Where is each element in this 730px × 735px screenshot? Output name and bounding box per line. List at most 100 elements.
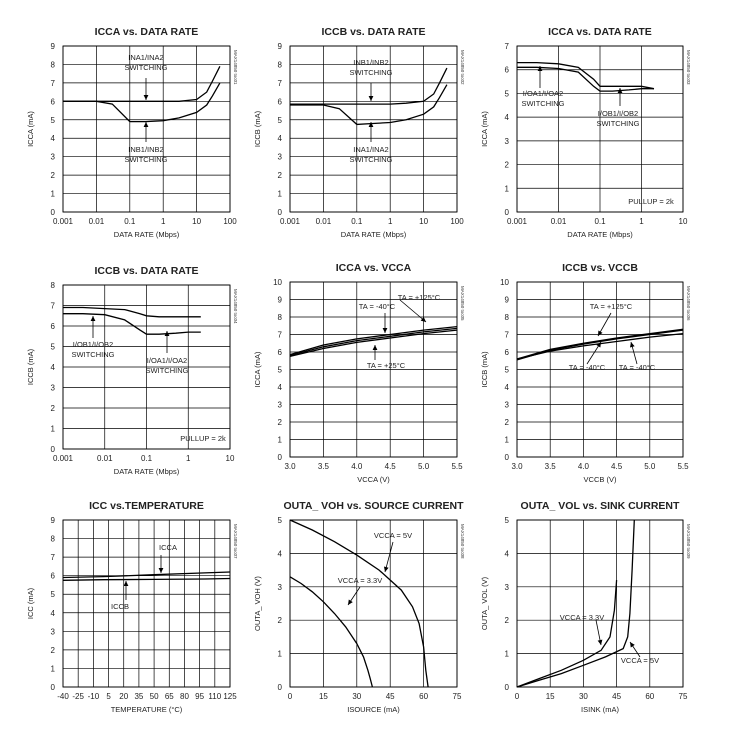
x-tick-label: 0.001 <box>53 217 74 226</box>
y-tick-label: 3 <box>505 401 510 410</box>
y-tick-label: 5 <box>505 366 510 375</box>
x-tick-label: 4.5 <box>385 462 397 471</box>
x-tick-label: 30 <box>579 692 588 701</box>
annotation-label: SWITCHING <box>350 68 393 77</box>
annotation-label: INB1/INB2 <box>353 58 388 67</box>
x-tick-label: 75 <box>679 692 688 701</box>
y-tick-label: 4 <box>278 134 283 143</box>
annotation-arrowhead <box>368 122 374 127</box>
series-line-2 <box>289 329 458 358</box>
x-tick-label: 1 <box>161 217 166 226</box>
y-tick-label: 6 <box>505 66 510 75</box>
annotation-arrowhead <box>596 342 601 348</box>
y-tick-label: 0 <box>505 453 510 462</box>
annotation-label: SWITCHING <box>72 350 115 359</box>
annotation-arrowhead <box>368 96 374 101</box>
y-tick-label: 4 <box>51 609 56 618</box>
chart-title: ICCB vs. DATA RATE <box>321 26 425 38</box>
series-line-1 <box>517 61 655 90</box>
x-tick-label: 0.1 <box>594 217 606 226</box>
plot-frame <box>516 281 684 458</box>
y-tick-label: 6 <box>278 348 283 357</box>
y-axis-label: ICCA (mA) <box>480 111 489 147</box>
y-tick-label: 4 <box>51 363 56 372</box>
x-tick-label: 4.5 <box>611 462 623 471</box>
y-tick-label: 7 <box>278 331 283 340</box>
annotation-label: SWITCHING <box>146 366 189 375</box>
y-tick-label: 1 <box>51 664 56 673</box>
y-tick-label: 8 <box>505 313 510 322</box>
x-tick-label: 10 <box>192 217 201 226</box>
y-tick-label: 7 <box>51 553 56 562</box>
y-tick-label: 7 <box>278 79 283 88</box>
annotation-arrowhead <box>123 581 129 586</box>
annotation-leader <box>384 541 394 573</box>
y-tick-label: 4 <box>278 549 283 558</box>
annotation-label: TA = +25°C <box>367 361 406 370</box>
y-tick-label: 7 <box>505 42 510 51</box>
y-axis-label: OUTA_ VOL (V) <box>480 576 489 630</box>
x-tick-label: 0.01 <box>89 217 105 226</box>
plot-frame <box>516 45 684 213</box>
x-tick-label: 15 <box>319 692 328 701</box>
annotation-arrowhead <box>420 316 426 322</box>
x-tick-label: 4.0 <box>578 462 590 471</box>
x-tick-label: 3.5 <box>318 462 330 471</box>
x-tick-label: 10 <box>419 217 428 226</box>
x-tick-label: 3.0 <box>284 462 296 471</box>
chart-icca-rate: ICCA vs. DATA RATE 0.001 0.01 0.1 1 10 100 0 1 2 3… <box>26 26 238 239</box>
x-axis-label: ISOURCE (mA) <box>347 705 400 714</box>
annotation-label: SWITCHING <box>350 155 393 164</box>
annotation-arrowhead <box>537 66 543 71</box>
annotation-label: TA = -40°C <box>359 302 396 311</box>
plot-frame <box>62 519 231 688</box>
y-tick-label: 0 <box>505 683 510 692</box>
annotation-arrowhead <box>597 639 603 645</box>
annotation-label: SWITCHING <box>597 119 640 128</box>
x-tick-label: 0.001 <box>280 217 301 226</box>
plot-frame <box>516 519 684 688</box>
plot-frame <box>62 284 231 450</box>
x-tick-label: 110 <box>208 692 221 701</box>
x-tick-label: 3.0 <box>511 462 523 471</box>
annotation-label: PULLUP = 2k <box>628 197 674 206</box>
y-tick-label: 4 <box>505 549 510 558</box>
x-tick-label: 1 <box>639 217 644 226</box>
y-tick-label: 1 <box>505 650 510 659</box>
annotation-label: VCCA = 5V <box>374 531 412 540</box>
y-tick-label: 4 <box>51 134 56 143</box>
x-tick-label: 45 <box>386 692 395 701</box>
annotation-label: TA = -40°C <box>569 363 606 372</box>
x-tick-label: 5.0 <box>418 462 430 471</box>
chart-title: ICCB vs. DATA RATE <box>94 265 198 277</box>
x-axis-label: VCCB (V) <box>584 475 617 484</box>
x-tick-label: 0.1 <box>124 217 136 226</box>
chart-title: ICCA vs. VCCA <box>336 262 412 274</box>
y-axis-label: ICCB (mA) <box>26 348 35 385</box>
annotation-arrowhead <box>630 342 635 348</box>
y-tick-label: 2 <box>278 616 283 625</box>
y-tick-label: 1 <box>278 436 283 445</box>
y-tick-label: 10 <box>500 278 509 287</box>
y-tick-label: 6 <box>51 322 56 331</box>
x-tick-label: 3.5 <box>545 462 557 471</box>
series-line-2 <box>290 67 448 105</box>
x-axis-label: DATA RATE (Mbps) <box>341 230 407 239</box>
annotation-arrowhead <box>143 122 149 127</box>
series-line-2 <box>516 519 635 688</box>
x-tick-label: 0.1 <box>351 217 363 226</box>
series-line-1 <box>290 84 448 126</box>
y-tick-label: 2 <box>278 171 283 180</box>
annotation-label: PULLUP = 2k <box>180 434 226 443</box>
y-axis-label: ICCA (mA) <box>253 351 262 387</box>
series-line-1 <box>62 571 231 579</box>
x-tick-label: 45 <box>612 692 621 701</box>
y-axis-label: ICCA (mA) <box>26 111 35 147</box>
x-tick-label: 4.0 <box>351 462 363 471</box>
x-tick-label: 10 <box>226 454 235 463</box>
x-tick-label: 65 <box>165 692 174 701</box>
x-tick-label: 0.1 <box>141 454 153 463</box>
y-tick-label: 4 <box>278 383 283 392</box>
annotation-arrowhead <box>598 330 603 336</box>
annotation-label: ICCA <box>159 543 177 552</box>
